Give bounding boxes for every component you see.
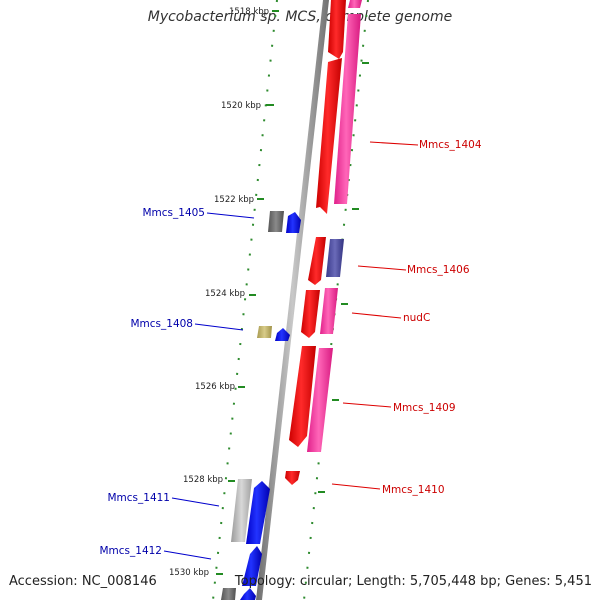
scale-label-1520: 1520 kbp xyxy=(221,101,261,111)
gene-label-mmcs-1408[interactable]: Mmcs_1408 xyxy=(130,318,193,330)
feature-grey-1405 xyxy=(268,211,284,232)
feature-olive-1408 xyxy=(257,326,272,338)
scale-label-1522: 1522 kbp xyxy=(214,195,254,205)
gene-mmcs-1408[interactable] xyxy=(275,328,290,341)
genome-backbone xyxy=(256,0,329,600)
gene-mmcs-1405[interactable] xyxy=(286,212,301,233)
scale-label-1530: 1530 kbp xyxy=(169,568,209,578)
genome-stats-text: Topology: circular; Length: 5,705,448 bp… xyxy=(234,574,592,589)
gene-nudc[interactable] xyxy=(301,290,320,338)
scale-label-1528: 1528 kbp xyxy=(183,475,223,485)
scale-label-1518: 1518 kbp xyxy=(229,7,269,17)
gene-mmcs-1409[interactable] xyxy=(289,346,316,447)
gene-label-mmcs-1406[interactable]: Mmcs_1406 xyxy=(407,264,470,276)
scale-ticks xyxy=(216,10,279,575)
pseudo-nudc xyxy=(320,288,338,334)
scale-label-1524: 1524 kbp xyxy=(205,289,245,299)
gene-mmcs-1412[interactable] xyxy=(242,546,262,586)
gene-label-mmcs-1404[interactable]: Mmcs_1404 xyxy=(419,139,482,151)
scale-label-1526: 1526 kbp xyxy=(195,382,235,392)
left-guide-track xyxy=(212,0,278,600)
feature-lightgrey-1411 xyxy=(231,479,252,542)
gene-mmcs-1404[interactable] xyxy=(316,58,342,214)
gene-label-mmcs-1405[interactable]: Mmcs_1405 xyxy=(142,207,205,219)
gene-1403-reverse[interactable] xyxy=(328,0,346,59)
pseudo-1404-upper xyxy=(348,0,362,8)
map-title: Mycobacterium sp. MCS, complete genome xyxy=(147,9,453,25)
label-leader-lines xyxy=(163,141,419,560)
pseudo-1404 xyxy=(334,14,361,204)
right-ticks xyxy=(318,62,369,493)
accession-text: Accession: NC_008146 xyxy=(9,574,157,589)
pseudo-1406 xyxy=(326,239,344,277)
gene-mmcs-1406[interactable] xyxy=(308,237,326,285)
pseudo-1409 xyxy=(307,348,333,452)
gene-label-nudc[interactable]: nudC xyxy=(403,312,430,324)
gene-mmcs-1411[interactable] xyxy=(246,481,270,544)
feature-grey-bottom xyxy=(221,588,236,600)
gene-label-mmcs-1410[interactable]: Mmcs_1410 xyxy=(382,484,445,496)
gene-mmcs-1410[interactable] xyxy=(285,471,300,485)
gene-label-mmcs-1409[interactable]: Mmcs_1409 xyxy=(393,402,456,414)
gene-label-mmcs-1412[interactable]: Mmcs_1412 xyxy=(99,545,162,557)
gene-bottom-forward[interactable] xyxy=(240,588,256,600)
gene-label-mmcs-1411[interactable]: Mmcs_1411 xyxy=(107,492,170,504)
